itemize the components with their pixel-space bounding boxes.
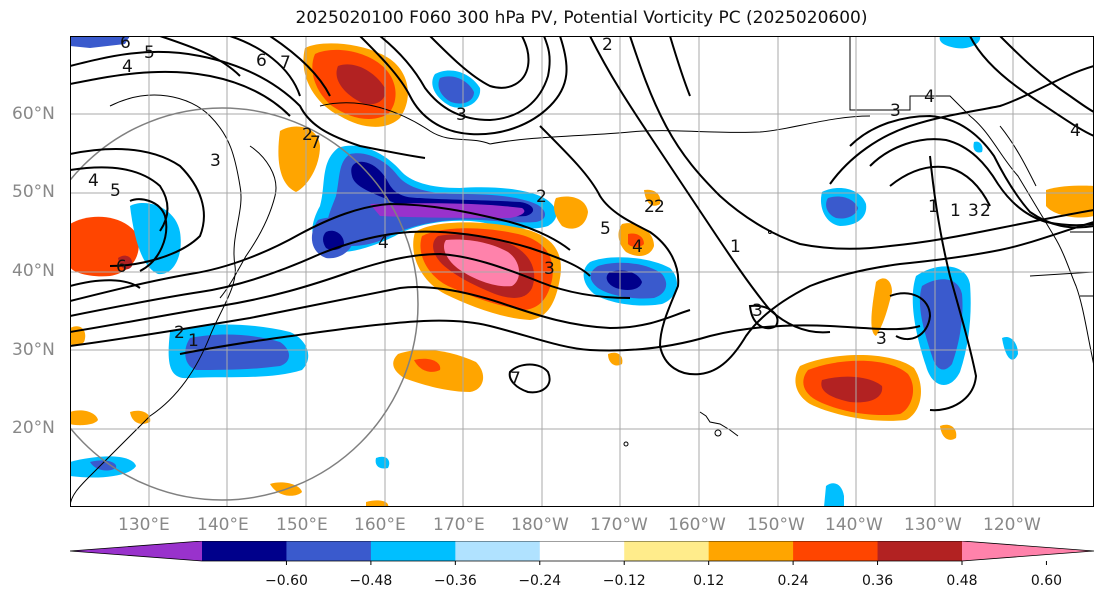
- colorbar-extend-low: [70, 541, 202, 561]
- contour-label: 3: [968, 201, 979, 221]
- colorbar-segment: [539, 541, 625, 561]
- lat-label: 50°N: [12, 182, 55, 202]
- colorbar-tick-label: 0.60: [1030, 573, 1063, 589]
- contour-label: 3: [890, 101, 901, 121]
- contour-label: 3: [876, 329, 887, 349]
- coastlines: [70, 36, 1094, 507]
- colorbar-segment: [708, 541, 794, 561]
- lon-label: 170°W: [590, 515, 648, 535]
- colorbar: [70, 541, 1095, 565]
- contour-label: 7: [310, 133, 321, 153]
- contour-label: 4: [122, 57, 133, 77]
- contour-label: 2: [536, 187, 547, 207]
- colorbar-tick-label: 0.36: [861, 573, 894, 589]
- colorbar-segment: [455, 541, 541, 561]
- contour-label: 1: [730, 237, 741, 257]
- lat-label: 20°N: [12, 418, 55, 438]
- contour-label: 3: [752, 301, 763, 321]
- colorbar-segment: [877, 541, 963, 561]
- gridlines: [70, 36, 1094, 507]
- contour-label: 1: [950, 201, 961, 221]
- lon-label: 170°E: [433, 515, 485, 535]
- contour-label: 2: [174, 323, 185, 343]
- contour-label: 2: [644, 197, 655, 217]
- contour-label: 7: [280, 53, 291, 73]
- lon-label: 120°W: [983, 515, 1041, 535]
- lon-label: 150°E: [276, 515, 328, 535]
- colorbar-tick-label: 0.48: [946, 573, 978, 589]
- colorbar-segment: [202, 541, 287, 561]
- contour-label: 5: [144, 43, 155, 63]
- contour-label: 4: [88, 171, 99, 191]
- contour-label: 6: [116, 257, 127, 277]
- contour-label: 5: [110, 181, 121, 201]
- contour-label: 3: [544, 259, 555, 279]
- colorbar-tick-label: 0.24: [777, 573, 809, 589]
- contour-label: 1: [928, 197, 939, 217]
- contour-label: 3: [456, 105, 467, 125]
- colorbar-extend-high: [962, 541, 1094, 561]
- contour-labels: 6 5 4 7 6 3 4 5 6 2 3 4 2 5 4 3 2 1 3 1 …: [88, 36, 1081, 389]
- lon-label: 160°W: [668, 515, 726, 535]
- lon-label: 130°W: [904, 515, 962, 535]
- contour-label: 1: [188, 331, 199, 351]
- lon-label: 130°E: [118, 515, 170, 535]
- pv-contours: [70, 36, 1094, 412]
- contour-label: 7: [510, 369, 521, 389]
- contour-label: 3: [210, 151, 221, 171]
- colorbar-segment: [624, 541, 710, 561]
- pv-map: 6 5 4 7 6 3 4 5 6 2 3 4 2 5 4 3 2 1 3 1 …: [70, 36, 1094, 507]
- contour-label: 4: [924, 87, 935, 107]
- lon-label: 140°E: [197, 515, 249, 535]
- contour-label: 4: [1070, 121, 1081, 141]
- colorbar-tick-label: −0.36: [433, 573, 477, 589]
- contour-label: 2: [302, 125, 313, 145]
- lat-label: 40°N: [12, 261, 55, 281]
- contour-label: 2: [980, 201, 991, 221]
- contour-label: 6: [256, 51, 267, 71]
- contour-label: 6: [120, 36, 131, 53]
- range-circle: [70, 107, 419, 501]
- contour-label: 4: [378, 233, 389, 253]
- colorbar-tick-label: −0.24: [518, 573, 562, 589]
- colorbar-segment: [370, 541, 456, 561]
- colorbar-tick-label: −0.12: [602, 573, 646, 589]
- contour-label: 4: [632, 237, 643, 257]
- colorbar-segment: [793, 541, 879, 561]
- contour-label: 5: [600, 219, 611, 239]
- contour-label: 2: [654, 197, 665, 217]
- lon-label: 140°W: [825, 515, 883, 535]
- lon-label: 160°E: [354, 515, 406, 535]
- colorbar-segment: [286, 541, 372, 561]
- colorbar-outline: [70, 541, 1095, 562]
- lon-label: 180°W: [511, 515, 569, 535]
- lon-label: 150°W: [747, 515, 805, 535]
- lat-label: 60°N: [12, 104, 55, 124]
- colorbar-tick-label: 0.12: [693, 573, 725, 589]
- colorbar-tick-label: −0.60: [264, 573, 308, 589]
- colorbar-tick-label: −0.48: [349, 573, 393, 589]
- map-title: 2025020100 F060 300 hPa PV, Potential Vo…: [295, 8, 868, 28]
- contour-label: 2: [602, 36, 613, 55]
- lat-label: 30°N: [12, 340, 55, 360]
